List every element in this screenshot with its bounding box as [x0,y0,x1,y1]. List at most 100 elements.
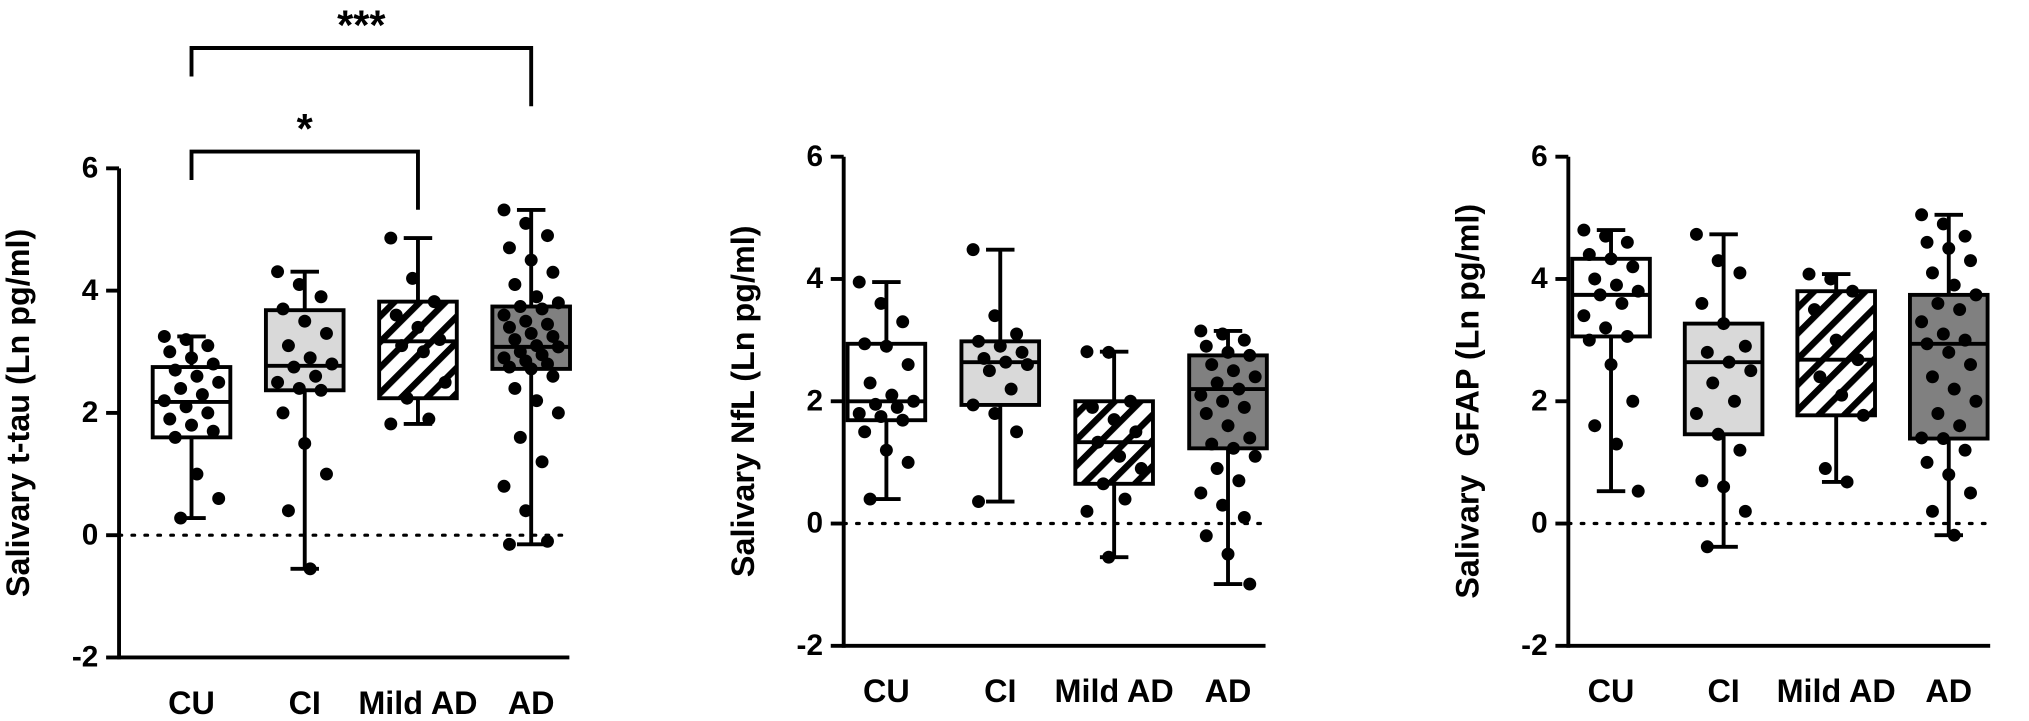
data-point [1626,394,1640,408]
data-point [858,425,872,439]
data-point [988,309,1002,323]
data-point [1004,382,1018,396]
data-point [271,375,285,389]
data-point [1210,376,1224,390]
data-point [325,357,339,371]
data-point [1604,252,1618,266]
data-point [298,314,312,328]
x-tick-label: AD [508,685,555,721]
data-point [988,407,1002,420]
data-point [541,317,554,331]
data-point [185,351,198,365]
data-point [292,278,306,291]
data-point [1711,254,1725,268]
data-point [1582,248,1596,261]
data-point [1947,278,1961,292]
data-point [546,369,560,383]
data-point [206,357,220,371]
data-point [874,296,888,310]
data-point [1969,288,1983,302]
data-point [1942,468,1956,482]
data-point [438,375,452,389]
data-point [1604,358,1618,372]
data-point [972,334,985,348]
data-point [1015,345,1029,359]
y-tick-label: 2 [1531,384,1548,417]
data-point [1925,504,1939,518]
y-tick-label: 6 [806,140,823,173]
data-point [1243,577,1257,591]
data-point [1588,419,1602,433]
data-point [1216,498,1230,512]
x-tick-label: Mild AD [358,685,477,721]
data-point [1958,443,1972,457]
data-point [190,369,204,383]
data-point [977,351,991,365]
data-point [384,417,398,431]
data-point [1221,419,1235,433]
data-point [1129,425,1143,439]
data-point [1835,388,1849,402]
data-point [852,275,866,289]
data-point [530,394,544,408]
data-point [1631,284,1645,298]
data-point [276,302,290,316]
data-point [874,410,888,424]
data-point [1610,278,1623,292]
data-point [1733,266,1747,280]
y-tick-label: 6 [1531,140,1548,173]
data-point [1717,480,1731,494]
data-point [1953,303,1967,317]
data-point [1695,474,1709,488]
x-tick-label: CI [984,673,1016,709]
data-point [1824,272,1838,286]
box [1570,256,1652,339]
y-tick-label: 4 [82,274,99,307]
data-point [314,383,328,397]
data-point [1920,235,1934,249]
significance-label: *** [337,3,386,49]
data-point [513,300,527,313]
data-point [1577,223,1591,237]
y-tick-label: 0 [1531,507,1548,540]
data-point [1953,419,1967,433]
data-point [519,504,533,518]
data-point [271,265,285,279]
data-point [896,413,910,427]
data-point [508,333,522,347]
data-point [1744,364,1758,378]
data-point [1931,296,1945,310]
data-point [1936,432,1950,446]
data-point [427,295,441,309]
significance-bracket [189,149,420,210]
data-point [1947,382,1961,396]
y-tick-label: 6 [82,151,99,184]
data-point [551,406,565,420]
data-point [1237,333,1251,347]
x-tick-label: CU [168,685,215,721]
y-axis-label: Salivary t-tau (Ln pg/ml) [0,229,36,597]
data-point [157,394,171,408]
data-point [1818,462,1832,475]
data-point [303,351,317,365]
y-tick-label: 2 [82,396,99,429]
data-point [1118,492,1132,506]
data-point [863,376,877,390]
y-axis-label: Salivary GFAP (Ln pg/ml) [1450,204,1486,599]
data-point [1969,394,1983,408]
data-point [163,412,177,426]
data-point [1221,345,1235,359]
data-point [206,424,220,438]
x-tick-label: AD [1925,673,1972,709]
data-point [1925,370,1939,384]
data-point [999,355,1013,369]
data-point [519,216,533,230]
data-point [1964,486,1977,500]
data-point [524,253,538,267]
data-point [1711,427,1725,441]
data-point [1577,309,1591,323]
data-point [179,400,193,414]
significance-bracket [189,46,534,107]
data-point [497,203,511,217]
data-point [411,320,425,334]
